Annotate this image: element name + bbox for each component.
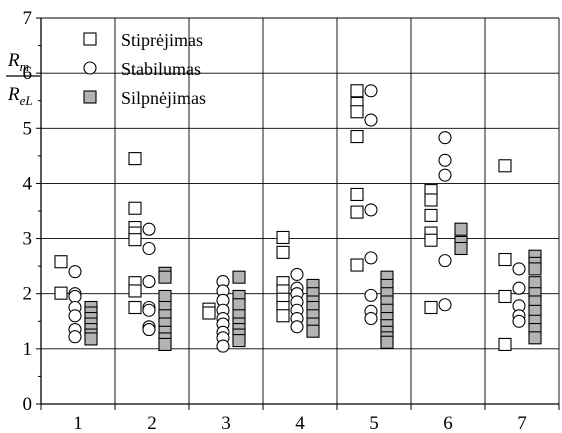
data-point-square-open: [424, 233, 438, 247]
y-tick-label: 4: [23, 173, 33, 194]
data-point-circle-open: [290, 320, 304, 334]
data-point-circle-open: [364, 288, 378, 302]
data-point-circle-open: [68, 289, 82, 304]
data-point-square-filled: [528, 276, 542, 290]
x-tick-label: 2: [147, 413, 157, 433]
data-point-square-open: [276, 230, 290, 245]
data-point-square-open: [276, 245, 290, 259]
data-point-square-filled: [84, 332, 98, 346]
legend-marker-circle-open: [83, 61, 97, 75]
data-point-square-filled: [158, 289, 172, 304]
data-point-circle-open: [364, 251, 378, 265]
data-point-square-open: [424, 208, 438, 222]
data-point-square-filled: [380, 335, 394, 349]
x-tick-label: 6: [443, 413, 453, 433]
legend-marker-square-filled: [83, 90, 97, 104]
data-point-circle-open: [438, 254, 452, 268]
data-point-square-filled: [306, 324, 320, 338]
data-point-square-open: [350, 130, 364, 144]
data-point-square-filled: [232, 334, 246, 348]
data-point-square-open: [128, 300, 142, 315]
data-point-square-open: [350, 258, 364, 272]
data-point-square-filled: [528, 262, 542, 276]
data-point-circle-open: [216, 339, 230, 353]
x-tick-label: 1: [73, 413, 83, 433]
data-point-square-open: [498, 159, 512, 173]
axes: 0 1 2 3 4 5 6 7 1 2 3 4 5 6 7: [23, 8, 560, 433]
data-point-square-open: [424, 193, 438, 207]
data-point-circle-open: [364, 311, 378, 326]
x-tick-label: 3: [221, 413, 231, 433]
data-point-circle-open: [438, 298, 452, 312]
data-point-circle-open: [364, 113, 378, 127]
data-point-square-open: [350, 84, 364, 98]
data-point-circle-open: [68, 265, 82, 279]
data-point-circle-open: [142, 303, 156, 317]
data-point-circle-open: [438, 168, 452, 182]
data-point-square-open: [202, 306, 216, 320]
data-point-circle-open: [438, 131, 452, 145]
data-point-square-filled: [158, 270, 172, 284]
data-point-square-open: [498, 337, 512, 351]
data-point-square-open: [498, 252, 512, 267]
legend: Stiprėjimas Stabilumas Silpnėjimas: [83, 30, 206, 108]
data-point-square-filled: [454, 222, 468, 236]
data-point-square-open: [128, 152, 142, 166]
data-point-square-open: [424, 300, 438, 315]
x-tick-label: 5: [369, 413, 379, 433]
data-point-square-filled: [528, 331, 542, 345]
data-point-square-open: [350, 205, 364, 219]
y-axis-label-numerator: Rm: [7, 50, 29, 74]
y-tick-label: 6: [23, 63, 33, 84]
data-point-circle-open: [290, 267, 304, 281]
data-point-circle-open: [68, 330, 82, 344]
x-tick-label: 7: [517, 413, 527, 433]
data-point-square-open: [350, 187, 364, 202]
legend-label: Silpnėjimas: [121, 88, 206, 108]
legend-marker-square-open: [83, 32, 97, 46]
data-point-square-open: [128, 284, 142, 298]
legend-label: Stabilumas: [121, 59, 201, 79]
data-point-circle-open: [142, 275, 156, 289]
data-markers: [54, 84, 542, 353]
data-point-circle-open: [142, 241, 156, 256]
data-point-circle-open: [142, 222, 156, 236]
y-tick-label: 2: [23, 284, 33, 305]
data-point-circle-open: [68, 309, 82, 323]
data-point-circle-open: [364, 203, 378, 217]
data-point-square-open: [350, 105, 364, 119]
data-point-square-open: [128, 233, 142, 247]
data-point-square-open: [54, 286, 68, 300]
y-axis-label-denominator: ReL: [7, 84, 33, 108]
y-tick-label: 7: [23, 8, 33, 29]
data-point-square-filled: [232, 270, 246, 284]
y-axis-label: Rm ReL: [6, 50, 40, 108]
y-tick-label: 3: [23, 229, 33, 250]
data-point-square-open: [54, 255, 68, 269]
data-point-circle-open: [512, 262, 526, 276]
grid-lines: [41, 17, 560, 404]
data-point-circle-open: [364, 84, 378, 98]
data-point-square-open: [276, 309, 290, 323]
legend-label: Stiprėjimas: [121, 30, 203, 50]
x-tick-label: 4: [295, 413, 305, 433]
data-point-square-open: [128, 201, 142, 215]
y-tick-label: 0: [23, 394, 33, 415]
data-point-circle-open: [512, 314, 526, 328]
y-tick-label: 1: [23, 339, 33, 360]
data-point-square-filled: [158, 337, 172, 351]
data-point-square-open: [498, 289, 512, 304]
data-point-circle-open: [438, 153, 452, 167]
data-point-square-filled: [454, 241, 468, 256]
data-point-circle-open: [512, 281, 526, 295]
data-point-circle-open: [142, 323, 156, 337]
y-tick-label: 5: [23, 118, 33, 139]
data-point-square-filled: [232, 298, 246, 312]
